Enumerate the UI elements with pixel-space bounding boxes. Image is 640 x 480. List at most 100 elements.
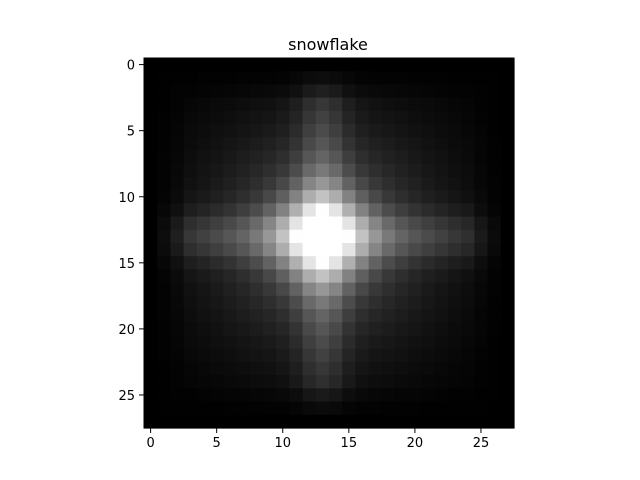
heatmap-cell (223, 71, 238, 86)
y-axis: 0 5 10 15 20 25 (118, 59, 144, 404)
heatmap-cell (289, 309, 304, 323)
heatmap-cell (170, 124, 185, 138)
heatmap-cell (395, 137, 409, 152)
heatmap-cell (262, 190, 277, 204)
heatmap-cell (395, 71, 409, 86)
heatmap-cell (474, 203, 489, 218)
heatmap-cell (395, 243, 409, 257)
heatmap-cell (461, 414, 475, 429)
heatmap-cell (157, 110, 172, 125)
heatmap-cell (223, 322, 238, 337)
heatmap-cell (395, 176, 409, 191)
heatmap-cell (381, 163, 396, 178)
heatmap-cell (381, 335, 396, 350)
heatmap-cell (289, 216, 304, 231)
heatmap-cell (249, 71, 264, 86)
heatmap-cell (447, 150, 462, 165)
heatmap-cell (157, 97, 172, 112)
heatmap-cell (315, 84, 330, 99)
heatmap-cell (236, 348, 251, 363)
heatmap-cell (421, 348, 436, 363)
heatmap-cell (302, 176, 317, 191)
heatmap-cell (487, 414, 502, 429)
heatmap-cell (421, 243, 436, 257)
heatmap-cell (302, 375, 317, 389)
heatmap-cell (474, 401, 489, 416)
heatmap-cell (474, 97, 489, 112)
heatmap-cell (329, 282, 343, 297)
heatmap-cell (183, 216, 198, 231)
heatmap-cell (500, 243, 515, 257)
heatmap-cell (434, 322, 449, 337)
heatmap-cell (355, 269, 370, 284)
heatmap-cell (249, 361, 264, 376)
heatmap-cell (196, 190, 211, 204)
heatmap-cell (487, 71, 502, 86)
heatmap-cell (276, 388, 290, 403)
heatmap-cell (447, 203, 462, 218)
heatmap-cell (157, 375, 172, 389)
heatmap-cell (170, 203, 185, 218)
heatmap-cell (487, 282, 502, 297)
heatmap-cell (196, 203, 211, 218)
heatmap-cell (368, 84, 383, 99)
heatmap-cell (461, 58, 475, 72)
heatmap-cell (262, 150, 277, 165)
heatmap-cell (355, 84, 370, 99)
heatmap-cell (342, 269, 357, 284)
heatmap-cell (500, 203, 515, 218)
heatmap-cell (434, 243, 449, 257)
heatmap-cell (434, 137, 449, 152)
heatmap-cell (368, 401, 383, 416)
heatmap-cell (170, 84, 185, 99)
heatmap-cell (368, 243, 383, 257)
heatmap-cell (395, 84, 409, 99)
heatmap-cell (461, 110, 475, 125)
heatmap-cell (249, 401, 264, 416)
heatmap-cell (434, 110, 449, 125)
heatmap-cell (196, 216, 211, 231)
heatmap-cell (315, 256, 330, 271)
heatmap-cell (157, 84, 172, 99)
heatmap-cell (210, 163, 224, 178)
heatmap-cell (487, 243, 502, 257)
heatmap-cell (368, 322, 383, 337)
heatmap-cell (315, 216, 330, 231)
heatmap-cell (249, 150, 264, 165)
heatmap-cell (342, 229, 357, 244)
heatmap-cell (381, 58, 396, 72)
heatmap-cell (447, 375, 462, 389)
heatmap-cell (315, 335, 330, 350)
heatmap-cell (183, 348, 198, 363)
heatmap-cell (461, 361, 475, 376)
heatmap-cell (144, 58, 158, 72)
heatmap-cell (236, 190, 251, 204)
heatmap-cell (500, 176, 515, 191)
heatmap-cell (487, 295, 502, 310)
heatmap-cell (210, 58, 224, 72)
heatmap-cell (487, 269, 502, 284)
heatmap-cell (276, 309, 290, 323)
heatmap-cell (144, 414, 158, 429)
heatmap-cell (289, 295, 304, 310)
heatmap-cell (183, 176, 198, 191)
heatmap-cell (487, 309, 502, 323)
heatmap-cell (210, 282, 224, 297)
heatmap-cell (210, 375, 224, 389)
heatmap-cell (262, 58, 277, 72)
heatmap-cell (302, 71, 317, 86)
heatmap-cell (276, 256, 290, 271)
heatmap-cell (329, 414, 343, 429)
heatmap-cell (196, 110, 211, 125)
heatmap-cell (395, 110, 409, 125)
heatmap-cell (355, 110, 370, 125)
heatmap-cell (236, 282, 251, 297)
heatmap-cell (395, 335, 409, 350)
heatmap-cell (447, 58, 462, 72)
heatmap-cell (474, 309, 489, 323)
heatmap-cell (329, 150, 343, 165)
heatmap-cell (342, 124, 357, 138)
heatmap-cell (329, 295, 343, 310)
heatmap-cell (315, 124, 330, 138)
heatmap-cell (276, 375, 290, 389)
